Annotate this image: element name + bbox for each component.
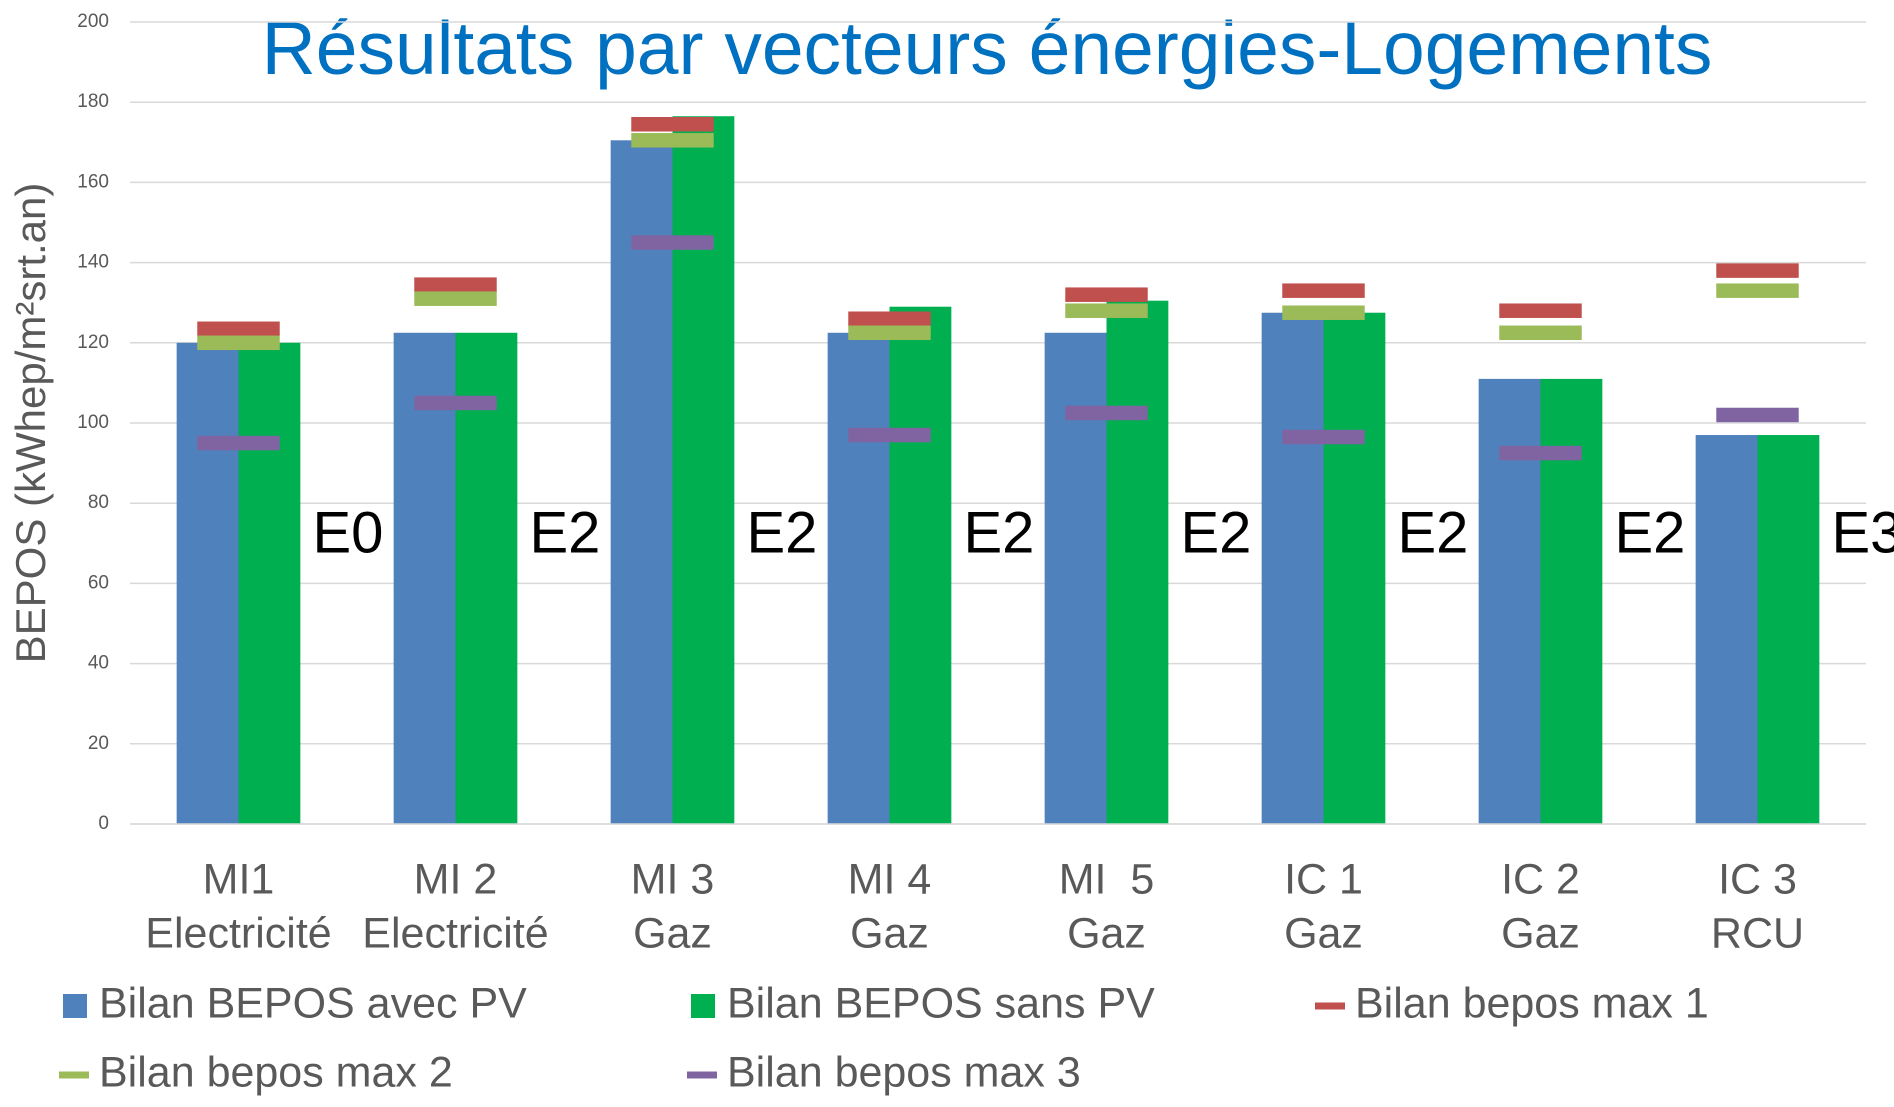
x-tick-label: IC 3 bbox=[1718, 855, 1797, 903]
dash-marker bbox=[197, 322, 279, 337]
y-tick-label: 140 bbox=[77, 252, 109, 273]
x-tick-label: RCU bbox=[1711, 909, 1804, 957]
legend-swatch bbox=[691, 994, 715, 1018]
dash-marker bbox=[1065, 303, 1147, 318]
dash-marker bbox=[848, 326, 930, 341]
bar bbox=[828, 333, 890, 824]
legend-label: Bilan BEPOS sans PV bbox=[727, 979, 1155, 1027]
y-axis-label: BEPOS (kWhep/m²srt.an) bbox=[7, 183, 54, 664]
annotation: E2 bbox=[530, 500, 601, 565]
dash-marker bbox=[1716, 408, 1798, 423]
y-tick-label: 160 bbox=[77, 171, 109, 192]
annotation: E2 bbox=[964, 500, 1035, 565]
y-tick-label: 200 bbox=[77, 11, 109, 32]
x-tick-label: Electricité bbox=[362, 909, 548, 957]
legend-label: Bilan bepos max 3 bbox=[727, 1048, 1081, 1096]
dash-marker bbox=[631, 235, 713, 250]
bar bbox=[1107, 301, 1169, 824]
x-tick-label: Gaz bbox=[1067, 909, 1146, 957]
x-tick-label: Gaz bbox=[633, 909, 712, 957]
dash-marker bbox=[848, 311, 930, 326]
dash-marker bbox=[1499, 303, 1581, 318]
chart-title: Résultats par vecteurs énergies-Logement… bbox=[262, 6, 1713, 90]
annotation: E2 bbox=[1615, 500, 1686, 565]
legend-swatch bbox=[687, 1072, 717, 1079]
x-tick-label: Gaz bbox=[1284, 909, 1363, 957]
bar bbox=[1758, 435, 1820, 824]
annotation: E0 bbox=[313, 500, 384, 565]
x-tick-label: MI 3 bbox=[631, 855, 715, 903]
x-tick-label: Electricité bbox=[145, 909, 331, 957]
x-tick-label: MI1 bbox=[203, 855, 275, 903]
x-tick-label: MI 2 bbox=[414, 855, 498, 903]
x-tick-label: Gaz bbox=[1501, 909, 1580, 957]
y-tick-label: 120 bbox=[77, 332, 109, 353]
y-tick-label: 0 bbox=[98, 813, 109, 834]
dash-marker bbox=[1716, 283, 1798, 298]
dash-marker bbox=[631, 133, 713, 148]
legend-swatch bbox=[59, 1072, 89, 1079]
x-tick-label: MI 5 bbox=[1059, 855, 1155, 903]
x-tick-label: Gaz bbox=[850, 909, 929, 957]
y-tick-label: 20 bbox=[88, 733, 109, 754]
dash-marker bbox=[197, 436, 279, 451]
dash-marker bbox=[197, 336, 279, 351]
bar bbox=[890, 307, 952, 824]
dash-marker bbox=[631, 117, 713, 132]
dash-marker bbox=[1282, 283, 1364, 298]
y-tick-label: 80 bbox=[88, 492, 109, 513]
y-tick-label: 40 bbox=[88, 653, 109, 674]
annotation: E2 bbox=[1398, 500, 1469, 565]
dash-marker bbox=[1499, 326, 1581, 341]
annotation: E3 bbox=[1832, 500, 1894, 565]
bar bbox=[1324, 313, 1386, 824]
dash-marker bbox=[414, 396, 496, 411]
y-tick-label: 60 bbox=[88, 572, 109, 593]
bar bbox=[1541, 379, 1603, 824]
bar bbox=[673, 116, 735, 824]
bar bbox=[1696, 435, 1758, 824]
y-tick-label: 100 bbox=[77, 412, 109, 433]
dash-marker bbox=[414, 277, 496, 292]
bar bbox=[239, 343, 301, 824]
bar bbox=[177, 343, 239, 824]
legend-label: Bilan bepos max 1 bbox=[1355, 979, 1709, 1027]
dash-marker bbox=[1716, 263, 1798, 278]
dash-marker bbox=[1282, 430, 1364, 445]
dash-marker bbox=[1065, 287, 1147, 302]
annotation: E2 bbox=[747, 500, 818, 565]
bar bbox=[1479, 379, 1541, 824]
legend-label: Bilan bepos max 2 bbox=[99, 1048, 453, 1096]
dash-marker bbox=[848, 428, 930, 443]
dash-marker bbox=[1499, 446, 1581, 461]
x-tick-label: IC 2 bbox=[1501, 855, 1580, 903]
y-tick-label: 180 bbox=[77, 91, 109, 112]
legend-label: Bilan BEPOS avec PV bbox=[99, 979, 527, 1027]
bar bbox=[1262, 313, 1324, 824]
dash-marker bbox=[1065, 406, 1147, 421]
legend-swatch bbox=[63, 994, 87, 1018]
legend-swatch bbox=[1315, 1003, 1345, 1010]
x-tick-label: IC 1 bbox=[1284, 855, 1363, 903]
x-tick-label: MI 4 bbox=[848, 855, 932, 903]
annotation: E2 bbox=[1181, 500, 1252, 565]
dash-marker bbox=[414, 291, 496, 306]
dash-marker bbox=[1282, 305, 1364, 320]
